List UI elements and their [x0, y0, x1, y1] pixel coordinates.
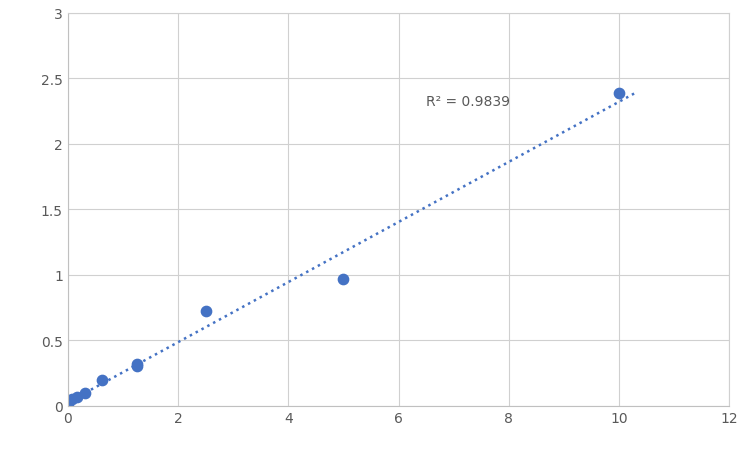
Point	[71, 393, 83, 400]
Point	[199, 308, 211, 315]
Point	[131, 363, 143, 370]
Point	[66, 396, 78, 403]
Point	[338, 276, 350, 283]
Point	[131, 360, 143, 368]
Point	[613, 90, 625, 97]
Point	[96, 376, 108, 383]
Point	[79, 389, 91, 396]
Text: R² = 0.9839: R² = 0.9839	[426, 95, 510, 109]
Point	[62, 402, 74, 410]
